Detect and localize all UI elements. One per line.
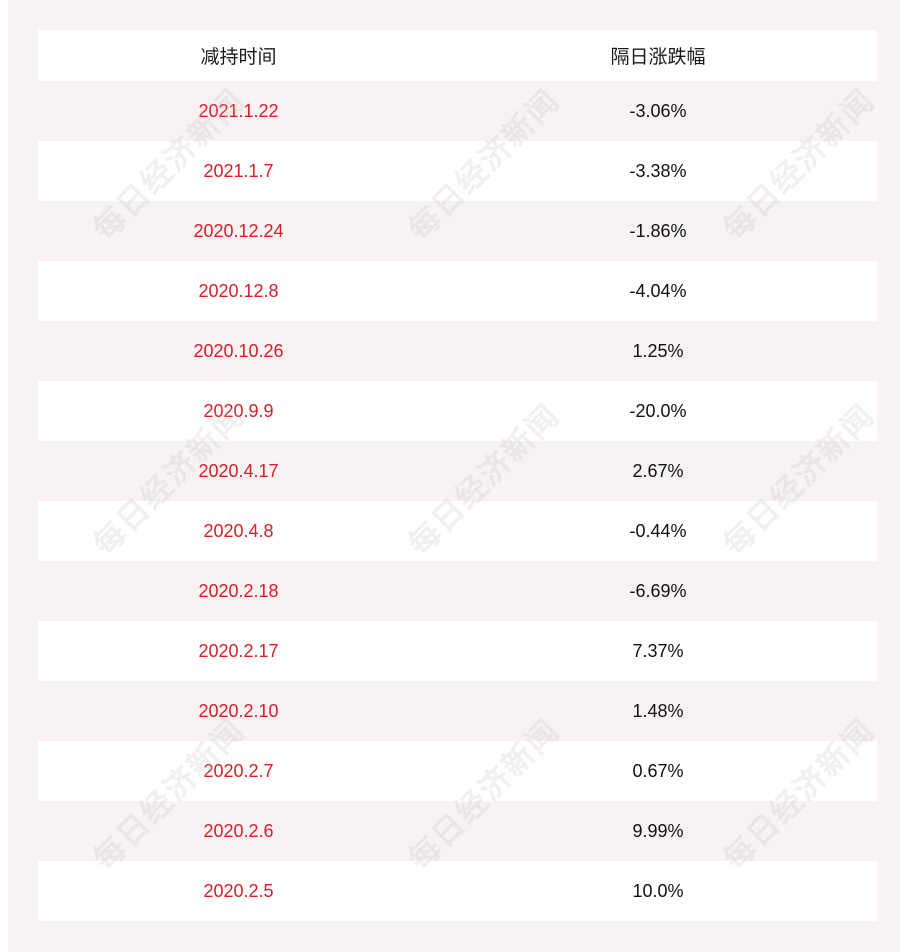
header-change: 隔日涨跌幅 bbox=[610, 46, 706, 68]
next-day-change-cell: 9.99% bbox=[632, 820, 684, 841]
table-row: 2021.1.22 -3.06% bbox=[38, 81, 877, 141]
next-day-change-cell: -20.0% bbox=[629, 400, 687, 421]
next-day-change-cell: -3.38% bbox=[629, 160, 687, 181]
table-row: 2020.4.17 2.67% bbox=[38, 441, 877, 501]
table-row: 2021.1.7 -3.38% bbox=[38, 141, 877, 201]
data-table: 减持时间 隔日涨跌幅 2021.1.22 -3.06% 2021.1.7 -3.38%… bbox=[38, 30, 877, 921]
table-row: 2020.2.10 1.48% bbox=[38, 681, 877, 741]
reduction-date-cell: 2020.2.7 bbox=[203, 760, 274, 781]
table-row: 2020.2.18 -6.69% bbox=[38, 561, 877, 621]
table-row: 2020.9.9 -20.0% bbox=[38, 381, 877, 441]
table-row: 2020.2.6 9.99% bbox=[38, 801, 877, 861]
next-day-change-cell: 10.0% bbox=[632, 880, 684, 901]
next-day-change-cell: 7.37% bbox=[632, 640, 684, 661]
table-row: 2020.4.8 -0.44% bbox=[38, 501, 877, 561]
next-day-change-cell: 1.48% bbox=[632, 700, 684, 721]
reduction-date-cell: 2020.12.24 bbox=[193, 220, 284, 241]
table-row: 2020.2.7 0.67% bbox=[38, 741, 877, 801]
header-date: 减持时间 bbox=[200, 46, 277, 68]
reduction-date-cell: 2020.2.10 bbox=[198, 700, 279, 721]
table-row: 2020.12.8 -4.04% bbox=[38, 261, 877, 321]
table-row: 2020.2.17 7.37% bbox=[38, 621, 877, 681]
table-panel: 减持时间 隔日涨跌幅 2021.1.22 -3.06% 2021.1.7 -3.38%… bbox=[8, 0, 900, 952]
next-day-change-cell: -0.44% bbox=[629, 520, 687, 541]
reduction-date-cell: 2020.2.18 bbox=[198, 580, 279, 601]
next-day-change-cell: -3.06% bbox=[629, 100, 687, 121]
next-day-change-cell: -1.86% bbox=[629, 220, 687, 241]
table-row: 2020.10.26 1.25% bbox=[38, 321, 877, 381]
reduction-date-cell: 2020.10.26 bbox=[193, 340, 284, 361]
reduction-date-cell: 2020.9.9 bbox=[203, 400, 274, 421]
reduction-date-cell: 2020.4.17 bbox=[198, 460, 279, 481]
reduction-date-cell: 2020.2.6 bbox=[203, 820, 274, 841]
reduction-date-cell: 2020.2.17 bbox=[198, 640, 279, 661]
table-header-row: 减持时间 隔日涨跌幅 bbox=[38, 30, 877, 81]
next-day-change-cell: 1.25% bbox=[632, 340, 684, 361]
next-day-change-cell: -6.69% bbox=[629, 580, 687, 601]
table-row: 2020.12.24 -1.86% bbox=[38, 201, 877, 261]
reduction-date-cell: 2021.1.22 bbox=[198, 100, 279, 121]
table-row: 2020.2.5 10.0% bbox=[38, 861, 877, 921]
next-day-change-cell: -4.04% bbox=[629, 280, 687, 301]
reduction-date-cell: 2020.12.8 bbox=[198, 280, 279, 301]
reduction-date-cell: 2020.2.5 bbox=[203, 880, 274, 901]
next-day-change-cell: 0.67% bbox=[632, 760, 684, 781]
reduction-date-cell: 2021.1.7 bbox=[203, 160, 274, 181]
next-day-change-cell: 2.67% bbox=[632, 460, 684, 481]
reduction-date-cell: 2020.4.8 bbox=[203, 520, 274, 541]
